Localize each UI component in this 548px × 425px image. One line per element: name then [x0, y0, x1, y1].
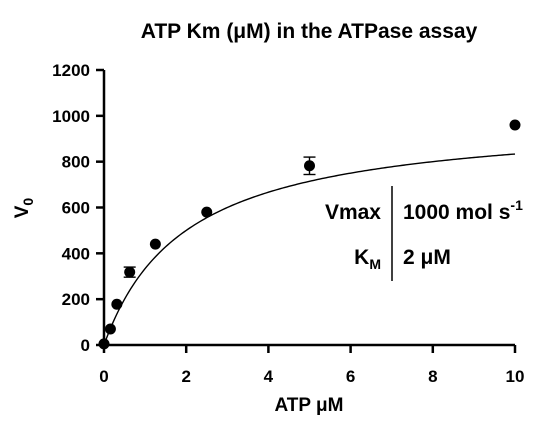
- data-points: [98, 119, 521, 350]
- annotation-row2-label-main: K: [354, 246, 369, 269]
- y-tick-label: 400: [62, 244, 90, 263]
- y-axis-label-sub: 0: [20, 198, 36, 206]
- data-point: [111, 298, 123, 310]
- y-axis-label: V0: [12, 198, 36, 219]
- data-point: [509, 119, 521, 131]
- annotation-row2-label-sub: M: [369, 256, 381, 272]
- x-tick-label: 6: [346, 367, 355, 386]
- x-tick-label: 2: [181, 367, 190, 386]
- annotation-row1-value-sup: -1: [510, 197, 523, 213]
- annotation-row2-value: 2 μM: [403, 246, 451, 269]
- data-point: [124, 266, 136, 278]
- data-point: [201, 206, 213, 218]
- y-tick-label: 200: [62, 290, 90, 309]
- annotation-row1-label: Vmax: [325, 201, 381, 224]
- x-tick-label: 8: [428, 367, 437, 386]
- annotation-row1-value: 1000 mol s-1: [403, 197, 523, 224]
- data-point: [104, 323, 116, 335]
- data-point: [149, 238, 161, 250]
- chart-title: ATP Km (μM) in the ATPase assay: [141, 20, 478, 43]
- tick-labels: 0 2 4 6 8 10 0 200 400 600 800 1000 1200: [52, 61, 524, 386]
- y-tick-label: 800: [62, 153, 90, 172]
- y-axis-label-main: V: [12, 205, 33, 218]
- y-tick-label: 1200: [52, 61, 90, 80]
- x-tick-label: 10: [506, 367, 525, 386]
- ticks: [96, 68, 517, 353]
- annotation-table: Vmax 1000 mol s-1 KM 2 μM: [325, 186, 523, 281]
- annotation-row1-value-main: 1000 mol s: [403, 201, 510, 224]
- annotation-row2-label: KM: [354, 246, 381, 272]
- x-tick-label: 0: [99, 367, 108, 386]
- y-tick-label: 600: [62, 199, 90, 218]
- data-point: [304, 160, 315, 172]
- x-axis-label: ATP μM: [275, 395, 344, 416]
- y-tick-label: 1000: [52, 107, 90, 126]
- data-point: [98, 338, 110, 350]
- y-tick-label: 0: [81, 336, 90, 355]
- x-tick-label: 4: [264, 367, 274, 386]
- fit-curve: [103, 153, 516, 346]
